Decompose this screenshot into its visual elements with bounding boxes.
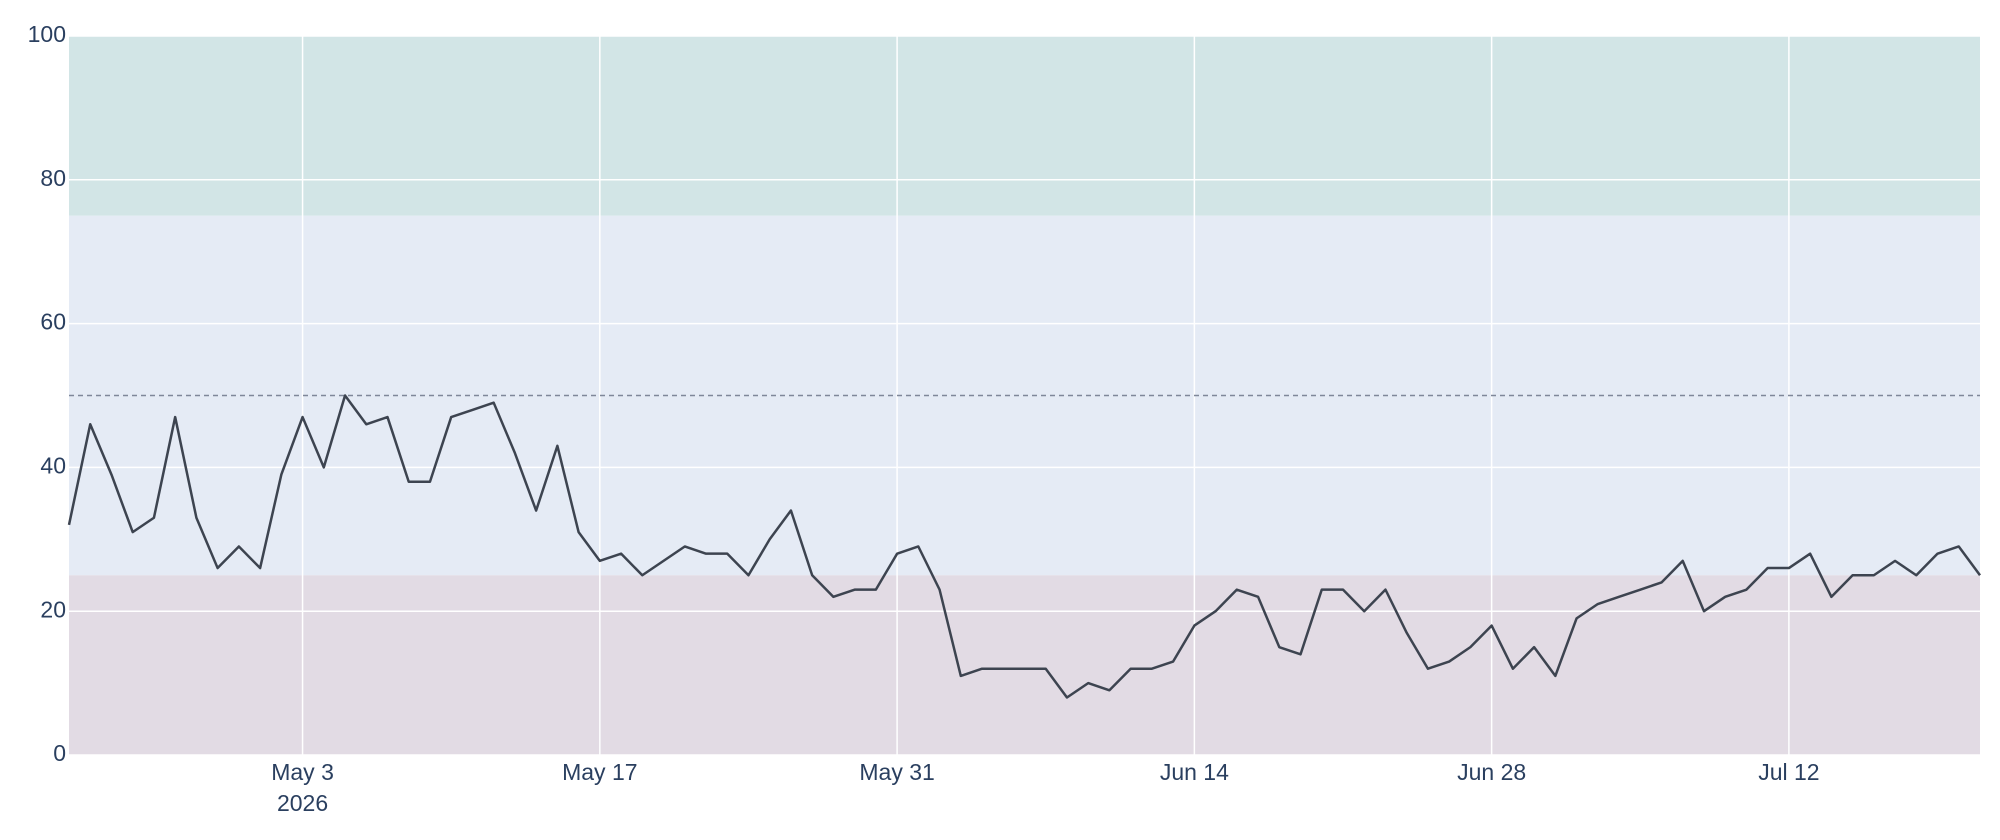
x-year-label: 2026 (277, 790, 328, 816)
band (69, 575, 1980, 755)
line-series (67, 394, 1982, 699)
x-tick-label: Jun 14 (1160, 759, 1229, 785)
y-tick-label: 0 (53, 740, 66, 766)
y-tick-label: 80 (40, 165, 66, 191)
x-tick-label: May 31 (859, 759, 934, 785)
x-tick-label: Jun 28 (1457, 759, 1526, 785)
y-tick-label: 60 (40, 309, 66, 335)
y-tick-label: 20 (40, 596, 66, 622)
x-tick-label: May 17 (562, 759, 637, 785)
y-tick-label: 100 (28, 21, 66, 47)
band (69, 36, 1980, 216)
y-tick-label: 40 (40, 452, 66, 478)
x-tick-label: May 3 (271, 759, 334, 785)
x-tick-label: Jul 12 (1758, 759, 1819, 785)
